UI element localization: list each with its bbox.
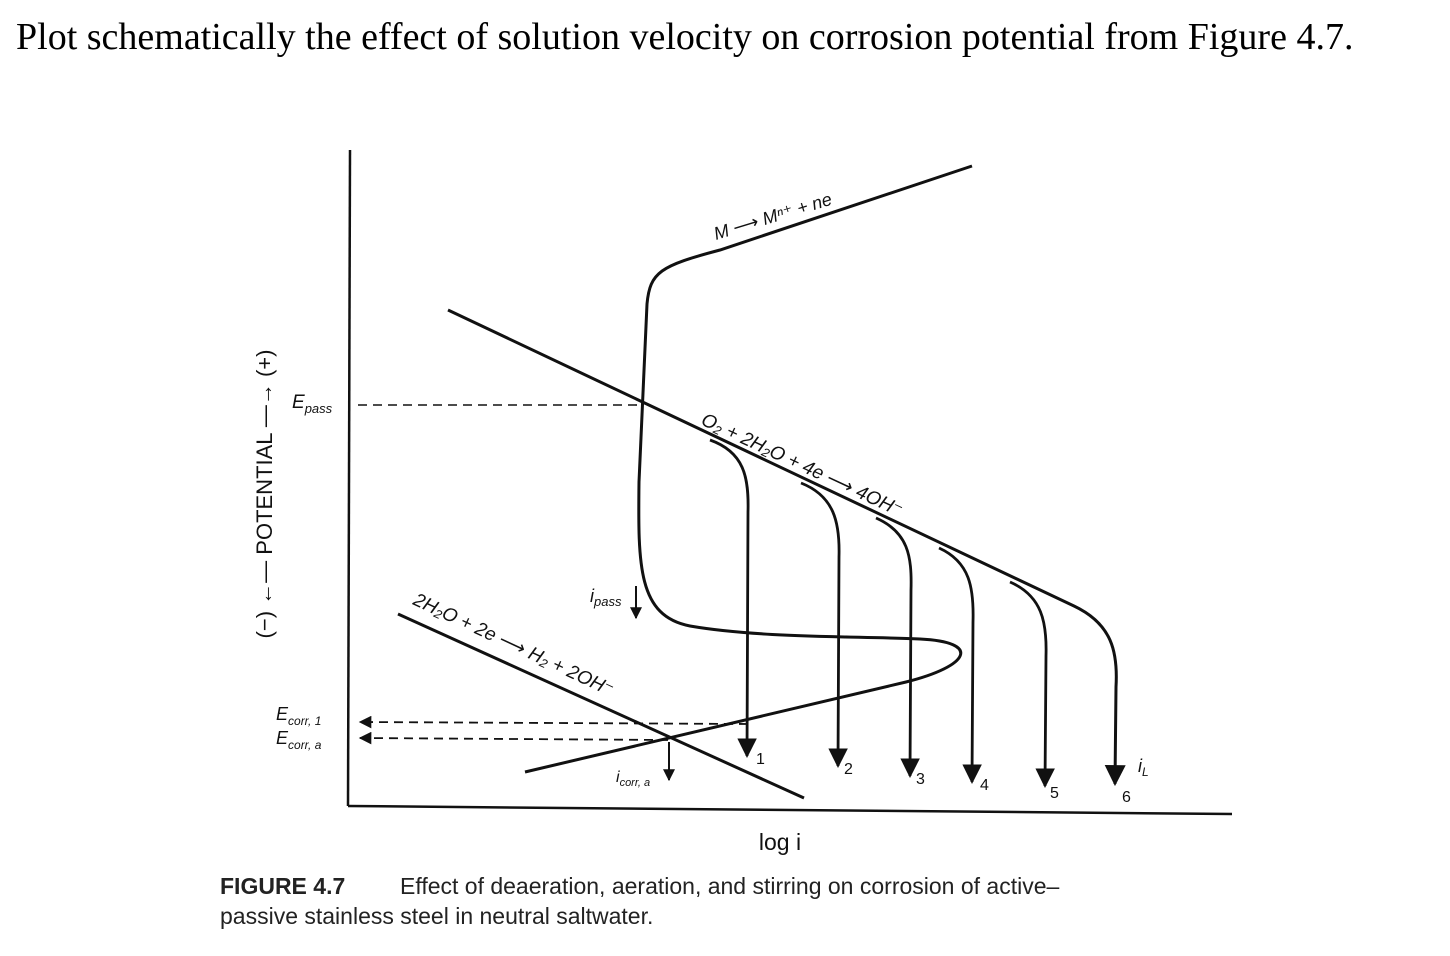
e-pass-label: Epass — [292, 392, 333, 416]
i-l-label: iL — [1138, 756, 1149, 779]
y-axis-label: (−) ←— POTENTIAL —→ (+) — [252, 350, 277, 639]
figure-caption-line-2: passive stainless steel in neutral saltw… — [220, 903, 653, 929]
hydrogen-reduction-line — [397, 612, 805, 800]
figure-caption-line-1: Effect of deaeration, aeration, and stir… — [400, 873, 1060, 899]
x-axis-label: log i — [759, 829, 801, 855]
i-corr-a-label: icorr, a — [616, 769, 650, 789]
limiting-curve-5 — [1009, 580, 1055, 788]
limiting-curve-1 — [709, 438, 757, 758]
x-axis — [347, 804, 1233, 816]
y-axis — [346, 149, 352, 807]
i-pass-label: ipass — [590, 586, 622, 609]
anodic-curve — [524, 164, 973, 774]
anodic-reaction-label: M ⟶ Mⁿ⁺ + ne — [711, 189, 834, 244]
oxygen-reduction-line — [447, 308, 1126, 787]
figure-4-7: (−) ←— POTENTIAL —→ (+) log i Epass Ecor… — [200, 142, 1250, 950]
limiting-curve-4 — [938, 546, 982, 784]
e-corr-1-label: Ecorr, 1 — [276, 704, 321, 728]
curve-number-6: 6 — [1122, 789, 1131, 806]
question-text: Plot schematically the effect of solutio… — [16, 16, 1354, 58]
curve-number-2: 2 — [844, 761, 853, 778]
curve-number-1: 1 — [756, 751, 765, 768]
e-corr-1-dashed-line — [358, 715, 749, 729]
curve-number-3: 3 — [916, 771, 925, 788]
figure-caption-label: FIGURE 4.7 — [220, 873, 345, 899]
limiting-curve-2 — [800, 481, 848, 768]
limiting-curve-3 — [875, 516, 920, 778]
curve-number-4: 4 — [980, 777, 989, 794]
e-corr-a-dashed-line — [358, 731, 669, 745]
e-corr-a-label: Ecorr, a — [276, 728, 322, 752]
oxygen-reaction-label: O₂ + 2H₂O + 4e ⟶ 4OH⁻ — [698, 409, 906, 521]
curve-number-5: 5 — [1050, 785, 1059, 802]
polarization-diagram: (−) ←— POTENTIAL —→ (+) log i Epass Ecor… — [220, 149, 1233, 929]
hydrogen-reaction-label: 2H₂O + 2e ⟶ H₂ + 2OH⁻ — [409, 589, 617, 701]
